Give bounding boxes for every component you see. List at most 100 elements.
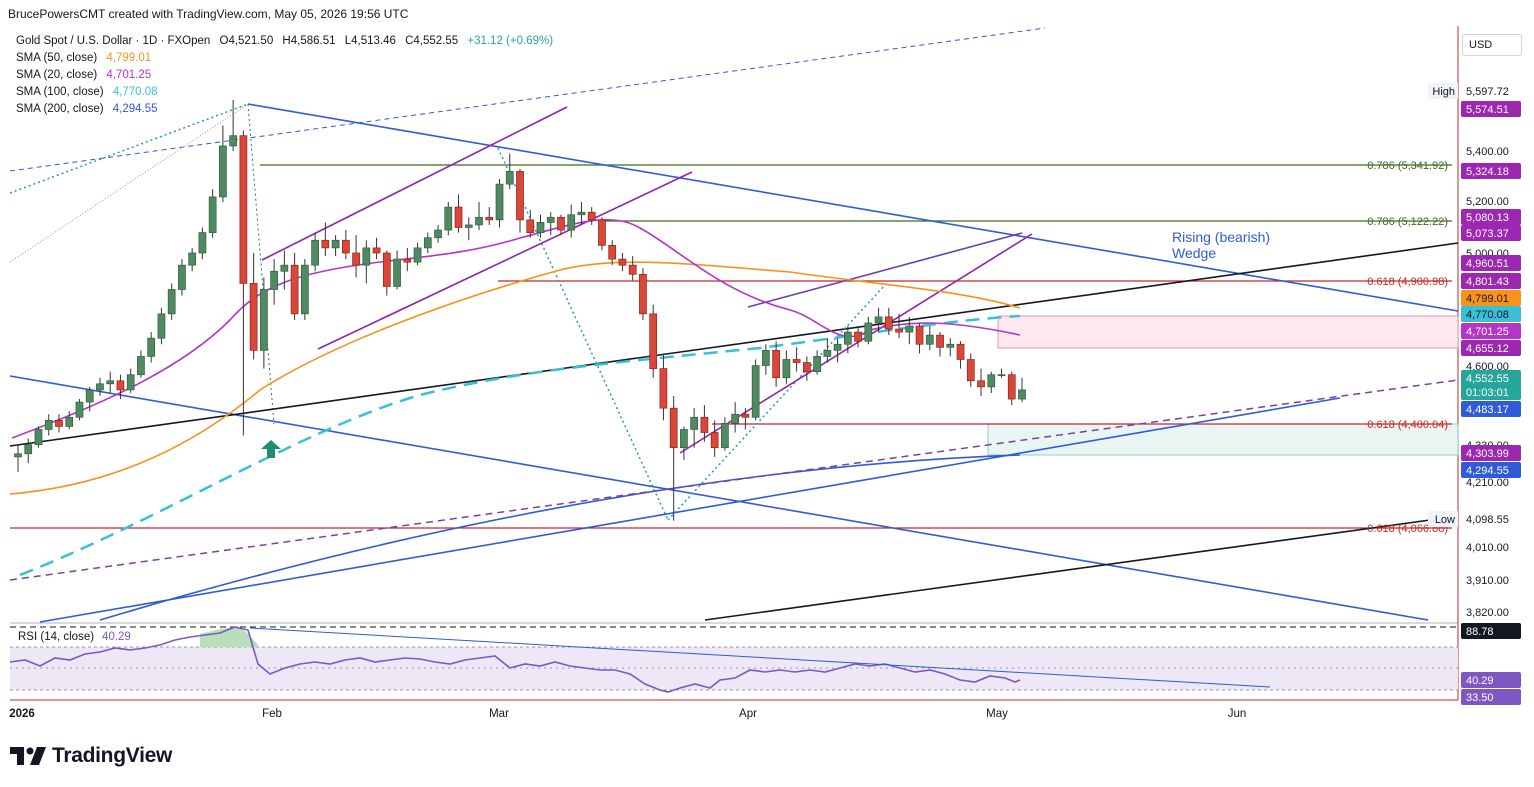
channel-upper-line[interactable] xyxy=(261,106,568,261)
candle xyxy=(546,216,555,223)
channel-lower-line[interactable] xyxy=(317,171,693,350)
candle xyxy=(219,145,227,198)
price-tag xyxy=(1461,290,1521,306)
candle xyxy=(198,232,207,254)
sma200-curve xyxy=(99,454,1021,621)
candle xyxy=(577,211,586,216)
candle xyxy=(823,350,832,357)
candle xyxy=(598,219,606,246)
candle xyxy=(915,325,924,345)
candle xyxy=(946,343,955,348)
candle xyxy=(966,359,975,382)
upper-dashed-trendline[interactable] xyxy=(9,27,1046,172)
candle xyxy=(75,401,84,418)
price-tick-label: 5,200.00 xyxy=(1466,196,1509,208)
candle xyxy=(434,229,442,239)
indicator-label: SMA (20, close) xyxy=(16,69,98,81)
candle xyxy=(956,343,965,360)
candle xyxy=(475,216,483,226)
rsi-trendline[interactable] xyxy=(249,627,1271,688)
price-tag xyxy=(1461,255,1521,271)
fib-label: 0.786 (5,341.92) xyxy=(1367,160,1448,172)
candle xyxy=(382,252,391,287)
dotted-cyan-trendline-right xyxy=(667,284,886,521)
candle xyxy=(792,359,801,363)
support-zone xyxy=(987,423,1459,456)
candle xyxy=(751,365,760,418)
legend-sma200[interactable]: SMA (200, close) 4,294.55 xyxy=(16,103,158,115)
candle xyxy=(321,239,330,249)
candle xyxy=(341,239,350,254)
candle xyxy=(864,322,873,342)
candle xyxy=(659,368,668,409)
price-tick-label: 5,400.00 xyxy=(1466,146,1509,158)
candle xyxy=(270,270,278,290)
annotation-line: Rising (bearish) xyxy=(1172,229,1270,245)
price-tick-label: 3,820.00 xyxy=(1466,607,1509,619)
time-tick-label: 2026 xyxy=(9,708,35,720)
candle xyxy=(1018,389,1026,400)
tradingview-logo-icon xyxy=(10,747,46,765)
time-tick-label: Apr xyxy=(739,708,757,720)
candle xyxy=(65,416,74,427)
wedge-upper-line[interactable] xyxy=(747,232,1023,308)
candle xyxy=(557,216,565,231)
open-value: O4,521.50 xyxy=(219,35,274,47)
tradingview-logo[interactable]: TradingView xyxy=(10,744,172,768)
candle xyxy=(126,374,135,391)
candle xyxy=(782,359,791,379)
black-trendline-lower[interactable] xyxy=(704,519,1431,621)
spike-dotted-line xyxy=(247,103,275,425)
candle xyxy=(116,380,125,391)
rising-support-line[interactable] xyxy=(39,397,1341,623)
symbol-title: Gold Spot / U.S. Dollar · 1D · FXOpen xyxy=(16,35,211,47)
rsi-overbought-fill xyxy=(200,627,258,647)
lower-channel-line[interactable] xyxy=(9,375,1429,621)
price-tag-value: 01:03:01 xyxy=(1466,387,1509,399)
descending-trendline[interactable] xyxy=(247,103,1459,312)
black-trendline-upper[interactable] xyxy=(9,242,1459,447)
dotted-gray-trendline[interactable] xyxy=(9,103,249,263)
purple-dashed-trendline[interactable] xyxy=(9,379,1459,581)
price-tag-value: 4,655.12 xyxy=(1466,343,1509,355)
candle xyxy=(290,264,299,315)
time-tick-label: Feb xyxy=(262,708,282,720)
candle xyxy=(485,216,494,221)
price-tick-label: 3,910.00 xyxy=(1466,575,1509,587)
time-tick-label: May xyxy=(986,708,1008,720)
price-tag-value: 88.78 xyxy=(1466,626,1494,638)
candle xyxy=(55,419,63,427)
candle xyxy=(526,219,535,233)
price-tag-value: 5,574.51 xyxy=(1466,104,1509,116)
candle xyxy=(403,258,412,263)
legend-sma20[interactable]: SMA (20, close) 4,701.25 xyxy=(16,69,151,81)
price-tag xyxy=(1461,101,1521,117)
price-tag-value: 33.50 xyxy=(1466,692,1494,704)
symbol-legend[interactable]: Gold Spot / U.S. Dollar · 1D · FXOpen O4… xyxy=(16,35,553,47)
price-tag-value: 40.29 xyxy=(1466,675,1494,687)
legend-sma50[interactable]: SMA (50, close) 4,799.01 xyxy=(16,52,151,64)
candle xyxy=(157,313,166,339)
candle xyxy=(249,283,258,351)
wedge-annotation: Rising (bearish) Wedge xyxy=(1172,229,1270,261)
price-tag xyxy=(1461,462,1521,478)
candle xyxy=(854,331,862,342)
price-tag xyxy=(1461,340,1521,356)
candle xyxy=(505,171,514,185)
candle xyxy=(85,389,94,403)
price-tag-value: 4,701.25 xyxy=(1466,326,1509,338)
up-arrow-icon xyxy=(261,440,281,458)
candle xyxy=(444,206,453,231)
candle xyxy=(690,416,699,430)
candle xyxy=(352,252,360,266)
legend-sma100[interactable]: SMA (100, close) 4,770.08 xyxy=(16,86,158,98)
candle xyxy=(106,380,115,385)
fib-label: 0.618 (4,900.98) xyxy=(1367,276,1448,288)
time-tick-label: Mar xyxy=(489,708,509,720)
price-tag xyxy=(1461,672,1521,688)
currency-button[interactable]: USD xyxy=(1462,34,1522,56)
candle xyxy=(229,135,237,147)
dotted-cyan-trendline-left[interactable] xyxy=(9,103,249,194)
candle xyxy=(680,429,688,449)
